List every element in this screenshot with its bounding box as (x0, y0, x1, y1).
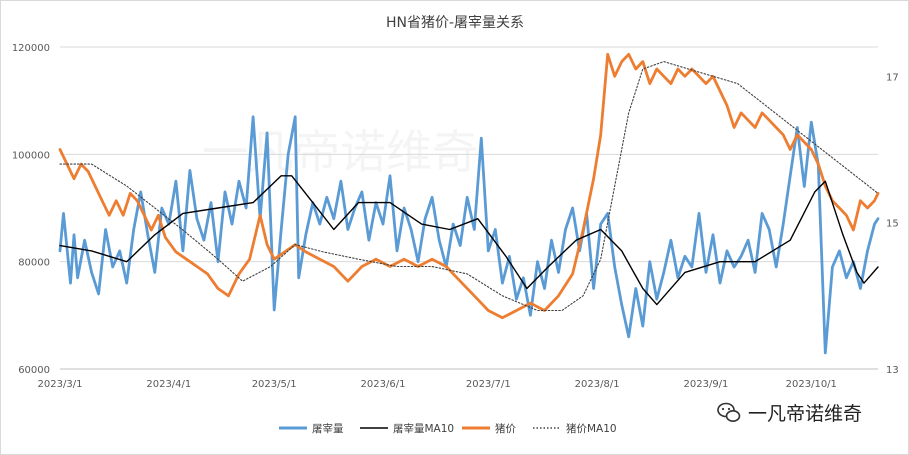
x-tick-label: 2023/4/1 (146, 379, 191, 390)
series-line-0 (58, 115, 880, 355)
x-tick-label: 2023/10/1 (786, 379, 837, 390)
chart-title: HN省猪价-屠宰量关系 (386, 15, 524, 31)
watermark: 一凡帝诺维奇 (202, 125, 478, 179)
y-right-tick-label: 13 (886, 365, 899, 376)
series-line-2 (58, 52, 880, 320)
x-tick-label: 2023/5/1 (252, 379, 297, 390)
y-axis-right: 17 15 13 (886, 72, 899, 376)
series-line-1 (59, 175, 879, 306)
plot-area (58, 52, 880, 355)
x-tick-label: 2023/3/1 (38, 379, 83, 390)
y-right-tick-label: 15 (886, 219, 899, 230)
legend-label: 屠宰量MA10 (393, 422, 454, 435)
legend-label: 猪价 (495, 423, 516, 435)
y-left-tick-label: 100000 (12, 150, 50, 161)
y-right-tick-label: 17 (886, 72, 899, 83)
x-tick-label: 2023/9/1 (684, 379, 729, 390)
y-left-tick-label: 80000 (18, 258, 50, 269)
y-left-tick-label: 60000 (18, 365, 50, 376)
x-tick-label: 2023/8/1 (575, 379, 620, 390)
x-tick-label: 2023/6/1 (361, 379, 406, 390)
y-axis-left: 120000 100000 80000 60000 (12, 43, 50, 376)
y-left-tick-label: 120000 (12, 43, 50, 54)
x-axis: 2023/3/1 2023/4/1 2023/5/1 2023/6/1 2023/7/1… (38, 368, 878, 390)
legend-label: 猪价MA10 (566, 423, 617, 435)
x-tick-label: 2023/7/1 (466, 379, 511, 390)
legend: 屠宰量 屠宰量MA10 猪价 猪价MA10 (279, 422, 617, 435)
legend-label: 屠宰量 (312, 422, 344, 435)
brand-name: 一凡帝诺维奇 (748, 403, 862, 425)
series-line-3 (59, 61, 879, 312)
wechat-icon (717, 402, 741, 422)
